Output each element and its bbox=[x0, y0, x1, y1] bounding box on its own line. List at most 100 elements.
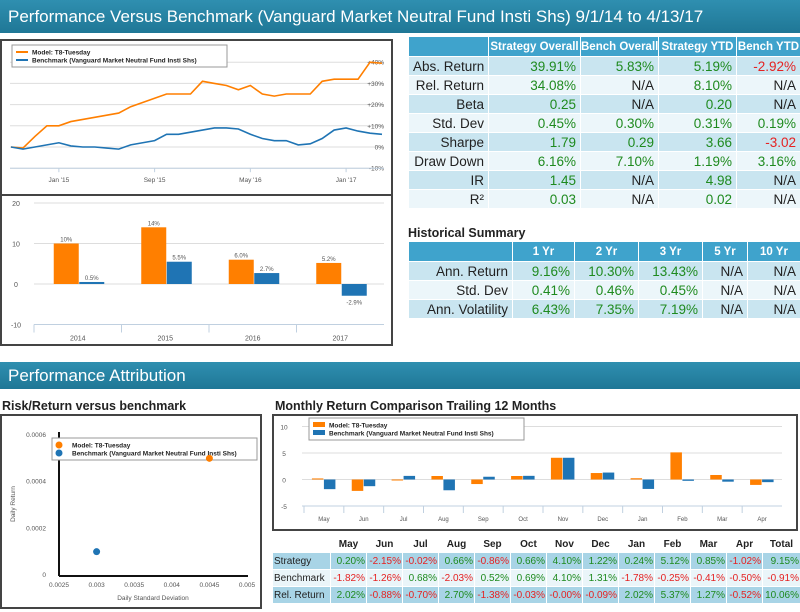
page-header: Performance Versus Benchmark (Vanguard M… bbox=[0, 0, 800, 33]
table-cell: -1.38% bbox=[475, 587, 511, 604]
table-cell: -0.91% bbox=[763, 570, 800, 587]
table-cell: 5.19% bbox=[659, 57, 737, 76]
legend-model-marker bbox=[313, 422, 325, 427]
table-cell: 1.31% bbox=[583, 570, 619, 587]
benchmark-bar bbox=[324, 480, 336, 490]
benchmark-bar bbox=[167, 262, 192, 284]
legend-benchmark-label: Benchmark (Vanguard Market Neutral Fund … bbox=[329, 431, 494, 438]
row-label: Std. Dev bbox=[409, 114, 489, 133]
table-cell: 0.45% bbox=[489, 114, 581, 133]
y-tick-label: 5 bbox=[282, 451, 286, 458]
x-tick-label: Jul bbox=[400, 517, 408, 523]
table-cell: 39.91% bbox=[489, 57, 581, 76]
model-bar bbox=[54, 244, 79, 285]
row-label: Draw Down bbox=[409, 152, 489, 171]
x-tick-label: 0.004 bbox=[164, 582, 181, 589]
table-cell: N/A bbox=[737, 190, 800, 209]
x-tick-label: 0.0035 bbox=[124, 582, 144, 589]
bar-data-label: 5.5% bbox=[172, 256, 186, 262]
column-header: May bbox=[331, 536, 367, 553]
x-tick-label: Jan '15 bbox=[48, 177, 69, 184]
annual-bar-chart-svg: -1001020201410%0.5%201514%5.5%20166.0%2.… bbox=[2, 196, 391, 344]
model-bar bbox=[316, 263, 341, 284]
x-tick-label: 2014 bbox=[70, 336, 86, 343]
table-cell: 0.41% bbox=[513, 281, 575, 300]
table-cell: 0.45% bbox=[639, 281, 703, 300]
table-cell: 9.16% bbox=[513, 262, 575, 281]
column-header: 2 Yr bbox=[575, 242, 639, 262]
row-label: Ann. Volatility bbox=[409, 300, 513, 319]
y-tick-label: 0.0006 bbox=[26, 432, 46, 439]
column-header: Mar bbox=[691, 536, 727, 553]
y-tick-label: +20% bbox=[367, 102, 384, 109]
column-header: Total bbox=[763, 536, 800, 553]
table-cell: N/A bbox=[737, 76, 800, 95]
table-cell: 4.98 bbox=[659, 171, 737, 190]
column-header: Bench Overall bbox=[581, 37, 659, 57]
row-label: R² bbox=[409, 190, 489, 209]
model-bar bbox=[710, 475, 722, 480]
table-cell: 0.46% bbox=[575, 281, 639, 300]
column-header: Feb bbox=[655, 536, 691, 553]
legend-model-label: Model: T8-Tuesday bbox=[72, 443, 131, 450]
y-axis-label: Daily Return bbox=[10, 486, 17, 522]
y-tick-label: 10 bbox=[12, 242, 20, 249]
legend-benchmark-marker bbox=[313, 430, 325, 435]
x-tick-label: Nov bbox=[558, 517, 569, 523]
y-tick-label: +30% bbox=[367, 81, 384, 88]
x-tick-label: Jan '17 bbox=[336, 177, 357, 184]
x-tick-label: 0.0025 bbox=[49, 582, 69, 589]
table-cell: 1.19% bbox=[659, 152, 737, 171]
table-cell: 6.43% bbox=[513, 300, 575, 319]
benchmark-bar bbox=[523, 476, 535, 480]
table-cell: 13.43% bbox=[639, 262, 703, 281]
x-tick-label: May '16 bbox=[239, 177, 262, 184]
table-cell: 7.19% bbox=[639, 300, 703, 319]
table-cell: 4.10% bbox=[547, 553, 583, 570]
table-cell: 1.45 bbox=[489, 171, 581, 190]
column-header: 1 Yr bbox=[513, 242, 575, 262]
table-cell: 0.29 bbox=[581, 133, 659, 152]
table-cell: 2.02% bbox=[331, 587, 367, 604]
legend-model-label: Model: T8-Tuesday bbox=[329, 423, 388, 430]
table-cell: 1.27% bbox=[691, 587, 727, 604]
y-tick-label: 0 bbox=[282, 478, 286, 485]
model-bar bbox=[551, 458, 563, 480]
table-cell: N/A bbox=[581, 190, 659, 209]
benchmark-bar bbox=[483, 477, 495, 480]
row-label: IR bbox=[409, 171, 489, 190]
table-cell: -0.03% bbox=[511, 587, 547, 604]
x-tick-label: Sep bbox=[478, 517, 489, 523]
bar-data-label: 6.0% bbox=[234, 254, 248, 260]
benchmark-line bbox=[11, 128, 382, 149]
table-cell: 7.35% bbox=[575, 300, 639, 319]
benchmark-bar bbox=[364, 480, 376, 487]
table-cell: N/A bbox=[703, 262, 748, 281]
table-cell: 4.10% bbox=[547, 570, 583, 587]
table-row: Benchmark-1.82%-1.26%0.68%-2.03%0.52%0.6… bbox=[273, 570, 800, 587]
y-tick-label: -5 bbox=[281, 504, 287, 511]
table-cell: 7.10% bbox=[581, 152, 659, 171]
x-tick-label: Dec bbox=[597, 517, 608, 523]
row-label: Ann. Return bbox=[409, 262, 513, 281]
table-cell: N/A bbox=[737, 171, 800, 190]
column-header bbox=[409, 242, 513, 262]
table-cell: 3.66 bbox=[659, 133, 737, 152]
column-header: Apr bbox=[727, 536, 763, 553]
table-cell: 9.15% bbox=[763, 553, 800, 570]
table-cell: 2.70% bbox=[439, 587, 475, 604]
risk-return-title: Risk/Return versus benchmark bbox=[2, 399, 186, 413]
y-tick-label: 0.0002 bbox=[26, 525, 46, 532]
bar-data-label: -2.9% bbox=[346, 301, 362, 307]
table-cell: -0.00% bbox=[547, 587, 583, 604]
column-header: Nov bbox=[547, 536, 583, 553]
column-header: Jul bbox=[403, 536, 439, 553]
